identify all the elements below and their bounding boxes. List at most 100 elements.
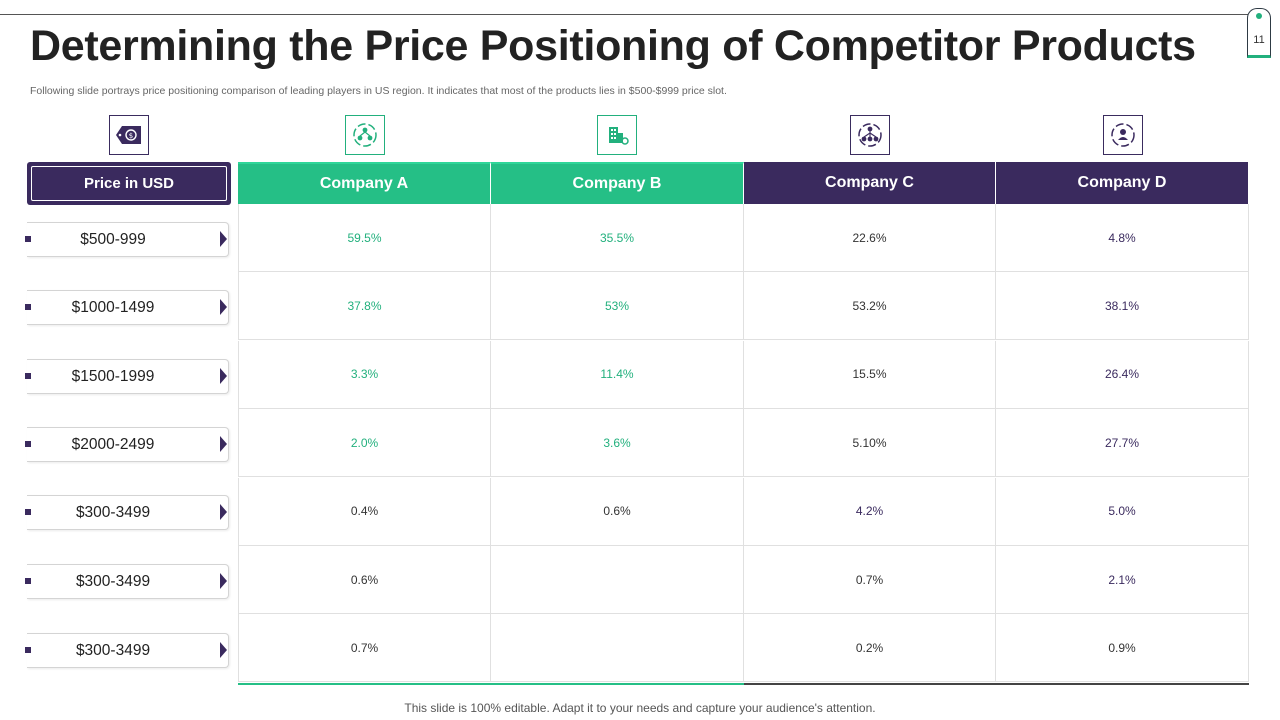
arrow-right-icon <box>220 231 227 247</box>
org-network-icon <box>858 123 882 147</box>
price-range-row: $300-3499 <box>25 495 230 530</box>
bullet-square-icon <box>25 441 31 447</box>
table-cell: 0.2% <box>744 614 996 683</box>
price-range-pill <box>27 495 229 530</box>
table-cell: 4.2% <box>744 477 996 546</box>
table-cell: 0.7% <box>238 614 491 683</box>
arrow-right-icon <box>220 642 227 658</box>
price-range-row: $300-3499 <box>25 564 230 599</box>
page-number: 11 <box>1253 34 1265 46</box>
page-number-tab: 11 <box>1247 8 1271 58</box>
table-cell: 2.0% <box>238 409 491 478</box>
price-range-row: $1000-1499 <box>25 290 230 325</box>
company-header-label: Company D <box>1077 174 1167 191</box>
table-cell: 53% <box>491 272 744 341</box>
price-range-label: $1500-1999 <box>71 368 155 385</box>
price-range-label: $2000-2499 <box>71 436 155 453</box>
user-network-icon <box>1111 123 1135 147</box>
share-value: 0.6% <box>603 504 631 519</box>
bullet-square-icon <box>25 509 31 515</box>
share-value: 0.9% <box>1108 640 1136 655</box>
price-range-pill <box>27 359 229 394</box>
share-value: 3.6% <box>603 435 631 450</box>
price-range-row: $500-999 <box>25 222 230 257</box>
share-value: 53.2% <box>852 298 887 313</box>
share-value: 0.7% <box>855 572 884 587</box>
bullet-square-icon <box>25 578 31 584</box>
share-value: 0.6% <box>350 572 379 587</box>
price-column-header-label: Price in USD <box>31 166 227 201</box>
top-rule <box>0 14 1258 15</box>
table-bottom-rule-dark <box>744 683 1249 685</box>
price-range-label: $300-3499 <box>75 573 151 590</box>
bullet-square-icon <box>25 373 31 379</box>
company-header-label: Company B <box>572 175 662 192</box>
price-range-label: $300-3499 <box>75 504 151 521</box>
table-cell: 3.6% <box>491 409 744 478</box>
table-cell <box>491 546 744 614</box>
share-value: 0.4% <box>350 504 379 519</box>
price-range-label: $300-3499 <box>75 642 151 659</box>
arrow-right-icon <box>220 504 227 520</box>
table-cell: 5.0% <box>996 477 1249 546</box>
table-cell: 38.1% <box>996 272 1249 341</box>
table-cell: 5.10% <box>744 409 996 478</box>
buildings-gear-icon-box <box>597 115 637 155</box>
table-cell <box>491 614 744 683</box>
price-range-label: $1000-1499 <box>71 299 155 316</box>
price-tag-icon: $ <box>116 126 141 144</box>
price-range-pill <box>27 564 229 599</box>
bullet-square-icon <box>25 236 31 242</box>
table-cell: 15.5% <box>744 340 996 409</box>
table-cell: 11.4% <box>491 340 744 409</box>
page-subtitle: Following slide portrays price positioni… <box>30 85 727 97</box>
bullet-square-icon <box>25 304 31 310</box>
company-header-3: Company C <box>744 162 996 204</box>
team-network-icon-box <box>345 115 385 155</box>
user-network-icon-box <box>1103 115 1143 155</box>
table-cell: 0.6% <box>491 477 744 546</box>
company-header-label: Company C <box>825 174 914 191</box>
table-cell: 0.9% <box>996 614 1249 683</box>
table-cell: 3.3% <box>238 340 491 409</box>
buildings-gear-icon <box>609 127 629 145</box>
company-header-4: Company D <box>996 162 1249 204</box>
arrow-right-icon <box>220 573 227 589</box>
share-value: 5.10% <box>852 435 887 450</box>
table-cell: 27.7% <box>996 409 1249 478</box>
table-cell: 59.5% <box>238 204 491 272</box>
table-cell: 0.7% <box>744 546 996 614</box>
table-cell: 2.1% <box>996 546 1249 614</box>
share-value: 26.4% <box>1104 367 1140 382</box>
table-cell: 26.4% <box>996 340 1249 409</box>
share-value: 0.2% <box>855 640 884 655</box>
arrow-right-icon <box>220 368 227 384</box>
share-value: 3.3% <box>350 367 379 382</box>
share-value: 5.0% <box>1108 504 1136 519</box>
table-bottom-rule-green <box>238 683 744 685</box>
svg-text:$: $ <box>129 132 133 140</box>
table-cell: 0.4% <box>238 477 491 546</box>
arrow-right-icon <box>220 299 227 315</box>
share-value: 15.5% <box>852 367 887 382</box>
price-column-header: Price in USD <box>27 162 231 205</box>
table-cell: 0.6% <box>238 546 491 614</box>
price-range-row: $300-3499 <box>25 633 230 668</box>
price-range-row: $1500-1999 <box>25 359 230 394</box>
bullet-square-icon <box>25 647 31 653</box>
share-value: 38.1% <box>1104 298 1140 313</box>
table-cell: 37.8% <box>238 272 491 341</box>
price-range-pill <box>27 290 229 325</box>
arrow-right-icon <box>220 436 227 452</box>
share-value: 2.0% <box>350 435 379 450</box>
share-value: 37.8% <box>347 298 382 313</box>
table-cell: 4.8% <box>996 204 1249 272</box>
share-value: 59.5% <box>347 230 382 245</box>
page-title: Determining the Price Positioning of Com… <box>30 22 1196 70</box>
share-value: 35.5% <box>599 230 635 245</box>
table-cell: 22.6% <box>744 204 996 272</box>
company-header-label: Company A <box>319 175 409 192</box>
team-network-icon <box>353 123 377 147</box>
price-tag-icon-box: $ <box>109 115 149 155</box>
table-cell: 35.5% <box>491 204 744 272</box>
